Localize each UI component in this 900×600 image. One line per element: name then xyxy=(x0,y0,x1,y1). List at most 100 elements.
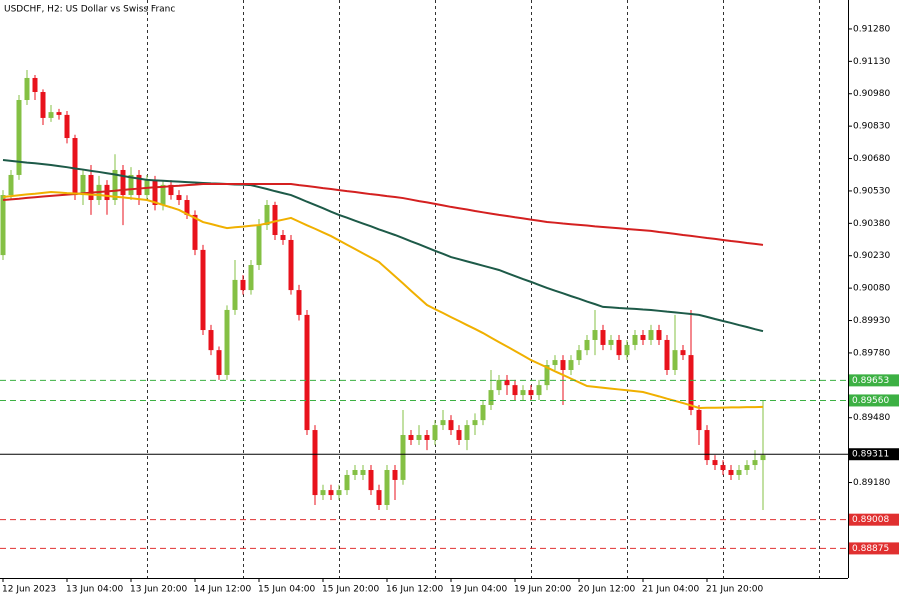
y-tick-label: 0.89780 xyxy=(853,348,890,358)
candle-body xyxy=(752,460,758,466)
x-tick-label: 16 Jun 12:00 xyxy=(386,585,443,595)
candle-body xyxy=(112,169,118,201)
price-level-box xyxy=(849,448,899,461)
candle-body xyxy=(80,174,86,196)
y-tick-label: 0.90830 xyxy=(853,122,890,132)
price-level-label: 0.89311 xyxy=(852,450,889,460)
x-tick-label: 19 Jun 20:00 xyxy=(514,585,571,595)
candle-body xyxy=(560,360,566,370)
candle-body xyxy=(272,204,278,236)
candle-body xyxy=(368,470,374,491)
candle-body xyxy=(672,350,678,370)
price-level-label: 0.89008 xyxy=(852,515,889,525)
chart-title: USDCHF, H2: US Dollar vs Swiss Franc xyxy=(4,5,175,15)
candle-body xyxy=(296,290,302,315)
candle-body xyxy=(88,174,94,201)
candle-body xyxy=(192,214,198,250)
candle-body xyxy=(120,169,126,196)
candle-body xyxy=(584,339,590,351)
x-tick-label: 13 Jun 04:00 xyxy=(66,585,123,595)
y-tick-label: 0.90380 xyxy=(853,219,890,229)
candle-body xyxy=(200,249,206,331)
candle-body xyxy=(744,465,750,471)
candle-body xyxy=(392,470,398,480)
x-tick-label: 14 Jun 12:00 xyxy=(194,585,251,595)
candle-body xyxy=(304,314,310,431)
y-tick-label: 0.89180 xyxy=(853,478,890,488)
candle-body xyxy=(440,420,446,426)
candle-body xyxy=(136,174,142,196)
candle-body xyxy=(152,179,158,205)
x-tick-label: 20 Jun 12:00 xyxy=(578,585,635,595)
candle-body xyxy=(176,195,182,201)
candle-body xyxy=(336,490,342,496)
candle-body xyxy=(576,350,582,361)
candle-body xyxy=(32,77,38,93)
y-tick-label: 0.90980 xyxy=(853,89,890,99)
candle-body xyxy=(224,309,230,375)
candle-body xyxy=(704,430,710,461)
candle-body xyxy=(544,365,550,386)
candle-body xyxy=(24,77,30,101)
candle-body xyxy=(480,404,486,421)
candle-body xyxy=(64,114,70,139)
price-level-label: 0.89560 xyxy=(852,396,889,406)
candle-body xyxy=(48,112,54,118)
candle-body xyxy=(712,460,718,466)
price-level-label: 0.89653 xyxy=(852,376,889,386)
candle-body xyxy=(184,200,190,215)
candle-body xyxy=(656,330,662,340)
candle-body xyxy=(264,204,270,226)
candle-body xyxy=(328,490,334,496)
price-level-box xyxy=(849,394,899,407)
candle-body xyxy=(232,279,238,310)
candle-body xyxy=(760,455,766,461)
y-tick-label: 0.91130 xyxy=(853,57,890,67)
candle-body xyxy=(408,435,414,440)
candle-body xyxy=(288,239,294,291)
candle-body xyxy=(504,379,510,386)
candle-body xyxy=(728,470,734,475)
y-tick-label: 0.89480 xyxy=(853,413,890,423)
candle-body xyxy=(384,470,390,505)
candle-body xyxy=(208,330,214,351)
candle-body xyxy=(240,279,246,291)
candle-body xyxy=(696,409,702,431)
candle-body xyxy=(720,465,726,471)
candle-body xyxy=(280,235,286,240)
candle-body xyxy=(432,425,438,440)
candle-body xyxy=(464,425,470,440)
x-tick-label: 21 Jun 04:00 xyxy=(642,585,699,595)
x-tick-label: 12 Jun 2023 xyxy=(2,585,56,595)
candle-body xyxy=(104,184,110,201)
x-tick-label: 19 Jun 04:00 xyxy=(450,585,507,595)
candle-body xyxy=(360,470,366,475)
candle-body xyxy=(16,100,22,175)
y-tick-label: 0.89930 xyxy=(853,316,890,326)
candle-body xyxy=(216,350,222,375)
candle-body xyxy=(8,174,14,196)
price-level-label: 0.88875 xyxy=(852,544,889,554)
candle-body xyxy=(736,470,742,475)
x-tick-label: 15 Jun 04:00 xyxy=(258,585,315,595)
candle-body xyxy=(640,335,646,340)
candle-body xyxy=(376,490,382,505)
y-tick-label: 0.91280 xyxy=(853,24,890,34)
candle-body xyxy=(488,390,494,405)
moving-average xyxy=(2,183,764,246)
candle-body xyxy=(600,330,606,345)
x-tick-label: 15 Jun 20:00 xyxy=(322,585,379,595)
candle-body xyxy=(552,360,558,366)
candle-body xyxy=(320,490,326,496)
candle-body xyxy=(680,350,686,356)
candle-body xyxy=(568,360,574,370)
candle-body xyxy=(616,339,622,356)
candle-body xyxy=(688,355,694,410)
candle-body xyxy=(592,330,598,340)
candle-body xyxy=(624,344,630,356)
y-tick-label: 0.90230 xyxy=(853,251,890,261)
candle-body xyxy=(416,435,422,440)
candle-body xyxy=(352,470,358,475)
